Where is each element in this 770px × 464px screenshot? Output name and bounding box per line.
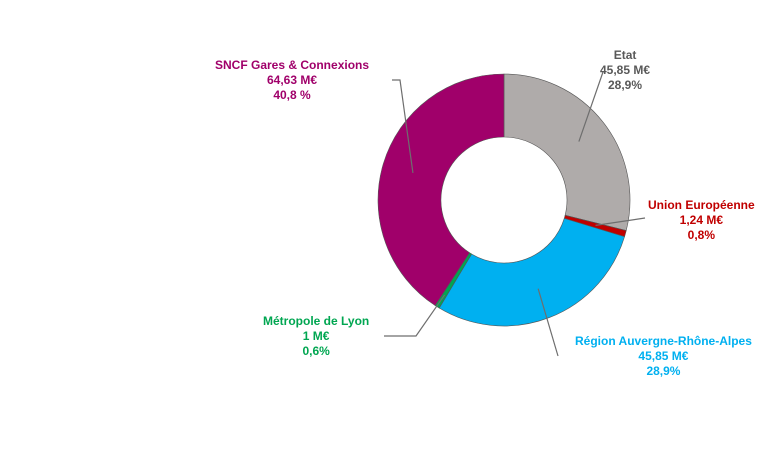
label-sncf-pct: 40,8 % bbox=[273, 88, 311, 102]
leader-line-1 bbox=[595, 217, 646, 226]
slice-r-gion-auvergne-rh-ne-alpes bbox=[438, 217, 625, 327]
leader-line-4 bbox=[392, 79, 414, 174]
label-sncf-name: SNCF Gares & Connexions bbox=[215, 58, 370, 72]
slice-sncf-gares-connexions bbox=[377, 73, 505, 306]
label-region-value: 45,85 M€ bbox=[638, 349, 689, 363]
label-metropole-pct: 0,6% bbox=[302, 344, 330, 358]
label-etat-value: 45,85 M€ bbox=[600, 63, 651, 77]
label-sncf: SNCF Gares & Connexions 64,63 M€ 40,8 % bbox=[215, 58, 369, 103]
leader-line-0 bbox=[578, 71, 604, 142]
label-region-name: Région Auvergne-Rhône-Alpes bbox=[575, 334, 752, 348]
slice-etat bbox=[503, 73, 631, 231]
leader-line-2 bbox=[537, 288, 559, 357]
label-union-europeenne: Union Européenne 1,24 M€ 0,8% bbox=[648, 198, 755, 243]
leader-line-3 bbox=[384, 294, 446, 337]
label-ue-pct: 0,8% bbox=[687, 228, 716, 242]
label-metropole-lyon: Métropole de Lyon 1 M€ 0,6% bbox=[263, 314, 369, 359]
label-metropole-value: 1 M€ bbox=[302, 329, 330, 343]
label-etat-pct: 28,9% bbox=[608, 78, 643, 92]
label-ue-name: Union Européenne bbox=[648, 198, 755, 212]
label-sncf-value: 64,63 M€ bbox=[266, 73, 318, 87]
label-etat: Etat 45,85 M€ 28,9% bbox=[600, 48, 650, 93]
label-etat-name: Etat bbox=[613, 48, 637, 62]
label-region-pct: 28,9% bbox=[646, 364, 681, 378]
label-region-ara: Région Auvergne-Rhône-Alpes 45,85 M€ 28,… bbox=[575, 334, 752, 379]
label-metropole-name: Métropole de Lyon bbox=[263, 314, 370, 328]
label-ue-value: 1,24 M€ bbox=[679, 213, 724, 227]
